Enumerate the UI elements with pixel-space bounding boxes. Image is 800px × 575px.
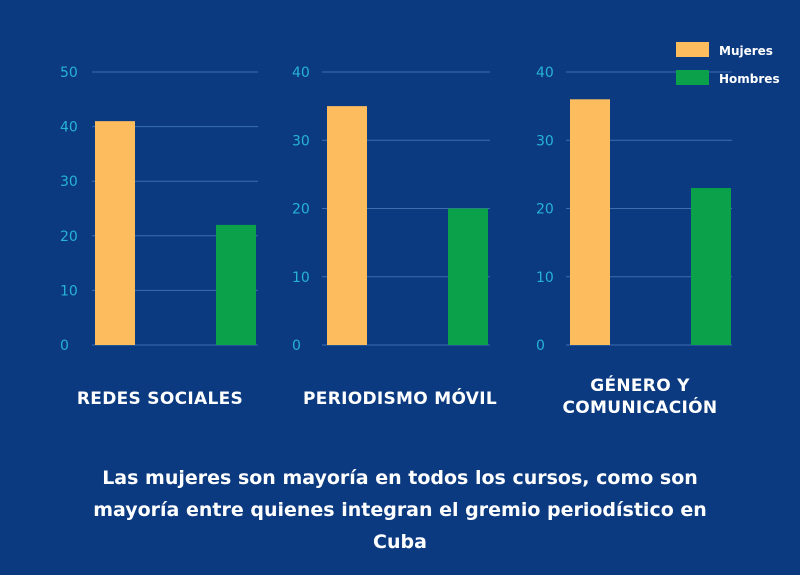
category-label-redes-sociales: REDES SOCIALES: [76, 389, 244, 409]
y-tick-label: 30: [60, 174, 78, 190]
category-label-genero-comunicacion: GÉNERO Y COMUNICACIÓN: [562, 376, 718, 418]
y-tick-label: 40: [292, 65, 310, 81]
chart-caption: Las mujeres son mayoría en todos los cur…: [93, 467, 707, 553]
y-tick-label: 30: [292, 133, 310, 149]
category-label-periodismo-movil: PERIODISMO MÓVIL: [303, 389, 497, 409]
y-tick-label: 0: [60, 338, 69, 354]
bar-mujeres: [327, 106, 367, 345]
bar-mujeres: [570, 99, 610, 345]
y-tick-label: 40: [536, 65, 554, 81]
y-tick-label: 10: [536, 270, 554, 286]
y-tick-label: 0: [292, 338, 301, 354]
y-tick-label: 20: [292, 202, 310, 218]
bar-mujeres: [95, 121, 135, 345]
y-tick-label: 30: [536, 133, 554, 149]
y-tick-label: 40: [60, 120, 78, 136]
legend-label-mujeres: Mujeres: [719, 44, 773, 58]
y-tick-label: 0: [536, 338, 545, 354]
y-tick-label: 50: [60, 65, 78, 81]
bar-hombres: [216, 224, 256, 345]
legend-swatch-hombres: [676, 70, 709, 85]
bar-hombres: [448, 208, 488, 345]
y-tick-label: 20: [60, 229, 78, 245]
legend-label-hombres: Hombres: [719, 72, 780, 86]
y-tick-label: 20: [536, 202, 554, 218]
legend-swatch-mujeres: [676, 42, 709, 57]
y-tick-label: 10: [60, 283, 78, 299]
bar-hombres: [691, 188, 731, 345]
y-tick-label: 10: [292, 270, 310, 286]
